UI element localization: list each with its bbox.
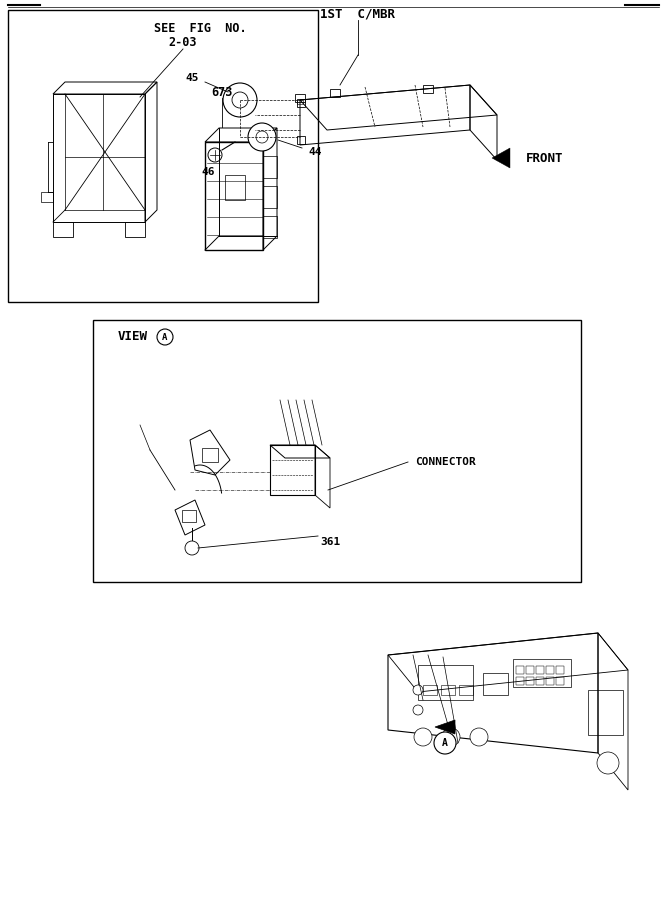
Bar bbox=[182, 510, 196, 522]
Circle shape bbox=[232, 92, 248, 108]
Bar bbox=[556, 666, 564, 674]
Bar bbox=[202, 448, 218, 462]
Polygon shape bbox=[435, 720, 455, 734]
Circle shape bbox=[223, 83, 257, 117]
Text: A: A bbox=[442, 738, 448, 748]
Bar bbox=[483, 673, 508, 695]
Bar bbox=[588, 690, 623, 735]
Text: VIEW: VIEW bbox=[118, 330, 148, 344]
Bar bbox=[513, 659, 571, 687]
Bar bbox=[546, 677, 554, 685]
Circle shape bbox=[470, 728, 488, 746]
Bar bbox=[297, 136, 305, 144]
Polygon shape bbox=[492, 148, 510, 168]
Circle shape bbox=[414, 728, 432, 746]
Text: 46: 46 bbox=[201, 167, 215, 177]
Bar bbox=[423, 685, 437, 695]
Bar bbox=[536, 677, 544, 685]
Text: CONNECTOR: CONNECTOR bbox=[415, 457, 476, 467]
Circle shape bbox=[185, 541, 199, 555]
Bar bbox=[297, 100, 303, 104]
Text: 1ST  C/MBR: 1ST C/MBR bbox=[321, 7, 396, 21]
Bar bbox=[526, 677, 534, 685]
Bar bbox=[546, 666, 554, 674]
Text: SEE  FIG  NO.: SEE FIG NO. bbox=[153, 22, 246, 34]
Text: 361: 361 bbox=[320, 537, 340, 547]
Circle shape bbox=[413, 705, 423, 715]
Bar bbox=[556, 677, 564, 685]
Bar bbox=[441, 685, 455, 695]
Circle shape bbox=[442, 728, 460, 746]
Circle shape bbox=[256, 131, 268, 143]
Bar bbox=[263, 186, 277, 208]
Circle shape bbox=[208, 148, 222, 162]
Bar bbox=[263, 216, 277, 238]
Text: 673: 673 bbox=[211, 86, 233, 98]
Bar bbox=[516, 666, 524, 674]
Circle shape bbox=[434, 732, 456, 754]
Circle shape bbox=[413, 685, 423, 695]
Text: FRONT: FRONT bbox=[526, 151, 564, 165]
Text: A: A bbox=[162, 332, 167, 341]
Bar bbox=[263, 156, 277, 178]
Text: 45: 45 bbox=[185, 73, 199, 83]
Bar bbox=[423, 85, 433, 93]
Text: 2-03: 2-03 bbox=[169, 35, 197, 49]
Circle shape bbox=[157, 329, 173, 345]
Bar bbox=[8, 10, 318, 302]
Bar bbox=[330, 89, 340, 97]
Bar bbox=[516, 677, 524, 685]
Bar bbox=[459, 685, 473, 695]
Bar bbox=[297, 99, 305, 107]
Bar bbox=[93, 320, 581, 582]
Text: 44: 44 bbox=[308, 147, 321, 157]
Bar bbox=[526, 666, 534, 674]
Bar bbox=[225, 175, 245, 200]
Bar bbox=[41, 192, 53, 202]
Bar bbox=[295, 94, 305, 102]
Circle shape bbox=[597, 752, 619, 774]
Circle shape bbox=[248, 123, 276, 151]
Bar bbox=[536, 666, 544, 674]
Bar bbox=[418, 665, 473, 700]
